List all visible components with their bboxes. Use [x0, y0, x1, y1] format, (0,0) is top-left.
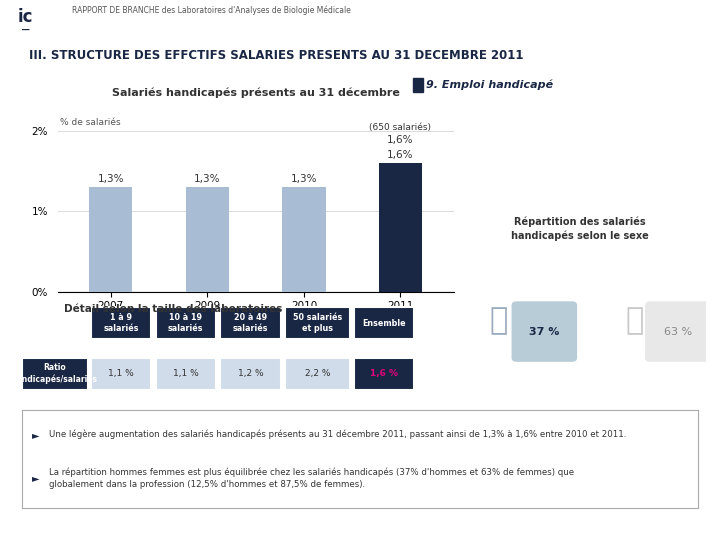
- FancyBboxPatch shape: [91, 358, 151, 390]
- FancyBboxPatch shape: [91, 307, 151, 339]
- Text: 1,1 %: 1,1 %: [173, 369, 199, 379]
- Text: 1,3%: 1,3%: [97, 174, 124, 184]
- Text: ►: ►: [32, 430, 40, 440]
- Text: Ratio
handicapés/salariés: Ratio handicapés/salariés: [12, 363, 98, 384]
- Text: ►: ►: [32, 474, 40, 483]
- Text: 40/65: 40/65: [670, 519, 698, 529]
- Text: ic: ic: [17, 8, 33, 26]
- FancyBboxPatch shape: [354, 307, 415, 339]
- FancyBboxPatch shape: [156, 307, 216, 339]
- Text: 20 à 49
salariés: 20 à 49 salariés: [233, 313, 268, 333]
- Text: 1,6%: 1,6%: [387, 135, 414, 145]
- Text: La répartition hommes femmes est plus équilibrée chez les salariés handicapés (3: La répartition hommes femmes est plus éq…: [49, 468, 574, 489]
- FancyBboxPatch shape: [220, 307, 281, 339]
- FancyBboxPatch shape: [354, 358, 415, 390]
- FancyBboxPatch shape: [285, 358, 350, 390]
- Text: RAPPORT DE BRANCHE des Laboratoires d'Analyses de Biologie Médicale: RAPPORT DE BRANCHE des Laboratoires d'An…: [72, 6, 351, 15]
- Text: Répartition des salariés
handicapés selon le sexe: Répartition des salariés handicapés selo…: [510, 217, 649, 241]
- Text: III. STRUCTURE DES EFFCTIFS SALARIES PRESENTS AU 31 DECEMBRE 2011: III. STRUCTURE DES EFFCTIFS SALARIES PRE…: [29, 49, 523, 62]
- FancyBboxPatch shape: [156, 358, 216, 390]
- Title: Salariés handicapés présents au 31 décembre: Salariés handicapés présents au 31 décem…: [112, 87, 400, 98]
- Text: Détail selon la taille des laboratoires: Détail selon la taille des laboratoires: [64, 305, 282, 314]
- Text: 2,2 %: 2,2 %: [305, 369, 330, 379]
- Text: 👤: 👤: [626, 306, 644, 335]
- Text: 1,2 %: 1,2 %: [238, 369, 264, 379]
- FancyBboxPatch shape: [511, 301, 577, 362]
- Text: CHAPITRE I : EFFECTIFS EMPLOYES: CHAPITRE I : EFFECTIFS EMPLOYES: [448, 13, 708, 26]
- Text: Une légère augmentation des salariés handicapés présents au 31 décembre 2011, pa: Une légère augmentation des salariés han…: [49, 430, 626, 440]
- Text: 37 %: 37 %: [529, 327, 559, 336]
- Bar: [282, 187, 325, 292]
- Text: (650 salariés): (650 salariés): [369, 123, 431, 132]
- Bar: [413, 78, 423, 92]
- FancyBboxPatch shape: [22, 358, 88, 390]
- Text: 👤: 👤: [490, 306, 508, 335]
- Text: 9. Emploi handicapé: 9. Emploi handicapé: [426, 80, 554, 90]
- FancyBboxPatch shape: [220, 358, 281, 390]
- Text: % de salariés: % de salariés: [60, 118, 121, 127]
- Text: 10 à 19
salariés: 10 à 19 salariés: [168, 313, 204, 333]
- Bar: [89, 187, 132, 292]
- Text: 1 à 9
salariés: 1 à 9 salariés: [103, 313, 139, 333]
- FancyBboxPatch shape: [285, 307, 350, 339]
- Text: 1,1 %: 1,1 %: [108, 369, 134, 379]
- Text: 50 salariés
et plus: 50 salariés et plus: [293, 313, 342, 333]
- Bar: [379, 163, 422, 292]
- Text: 1,3%: 1,3%: [194, 174, 220, 184]
- Text: ━━: ━━: [21, 26, 30, 32]
- Text: 1,3%: 1,3%: [291, 174, 317, 184]
- FancyBboxPatch shape: [645, 301, 711, 362]
- Text: Ensemble: Ensemble: [362, 319, 406, 328]
- Bar: [186, 187, 229, 292]
- Text: 63 %: 63 %: [664, 327, 692, 336]
- Text: 1,6%: 1,6%: [387, 150, 414, 160]
- Text: 1,6 %: 1,6 %: [370, 369, 398, 379]
